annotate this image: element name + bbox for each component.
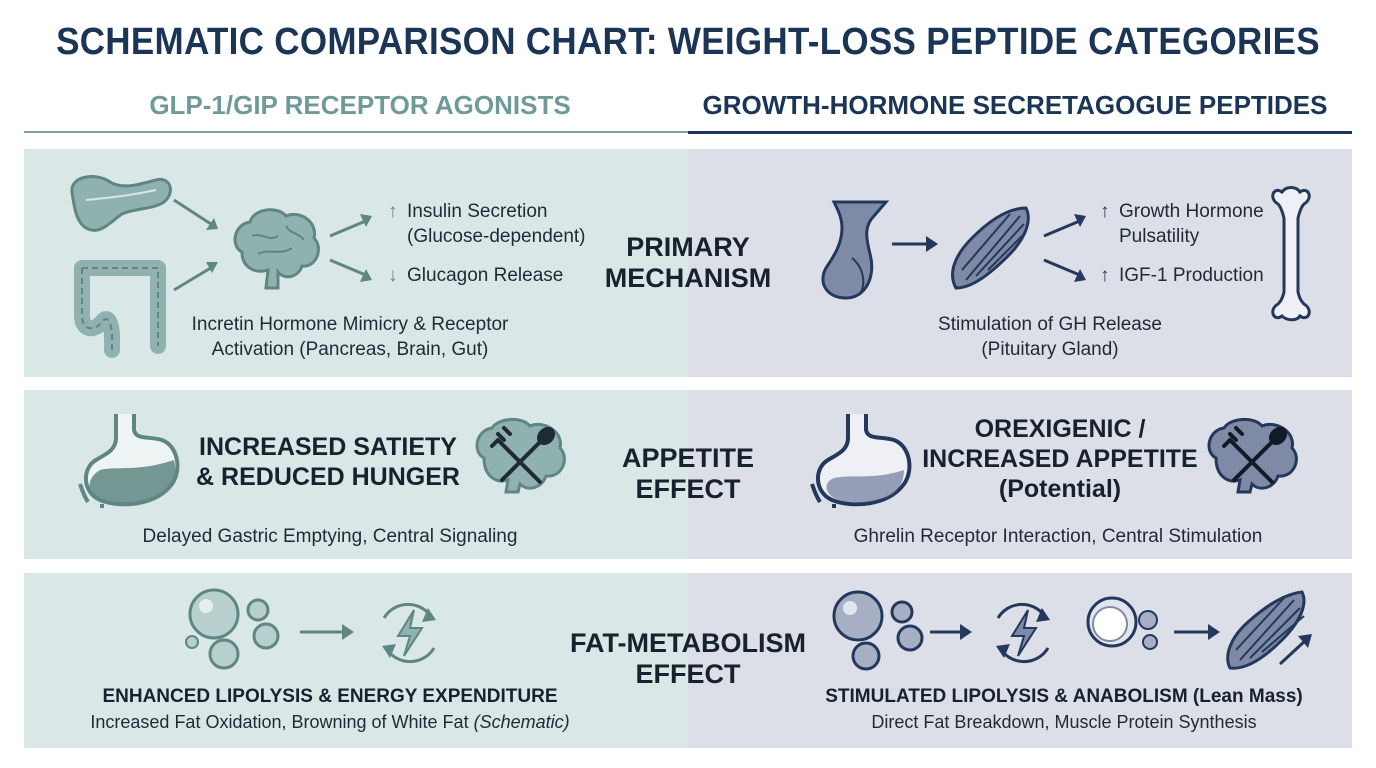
fat-heading-left: ENHANCED LIPOLYSIS & ENERGY EXPENDITURE	[102, 686, 558, 707]
effect-igf1-production: IGF-1 Production	[1119, 265, 1264, 286]
caption-fat-right: Direct Fat Breakdown, Muscle Protein Syn…	[871, 712, 1257, 732]
stomach-icon	[810, 414, 912, 508]
column-header-gh: GROWTH-HORMONE SECRETAGOGUE PEPTIDES	[702, 90, 1328, 120]
up-arrow-icon: ↑	[1100, 201, 1110, 222]
fat-cells-icon	[185, 588, 280, 670]
arrow-fat-to-energy	[300, 624, 354, 640]
row-label-primary-mechanism: PRIMARY MECHANISM	[604, 232, 772, 293]
brain-icon	[233, 208, 320, 290]
pituitary-icon	[821, 200, 890, 300]
arrow-gut-to-brain	[173, 262, 218, 292]
effect-insulin-qualifier: (Glucose-dependent)	[407, 226, 586, 247]
effect-glucagon-release: Glucagon Release	[407, 265, 564, 286]
caption-mechanism-right: Stimulation of GH Release (Pituitary Gla…	[938, 314, 1162, 360]
energy-cycle-icon	[382, 602, 436, 664]
page-title: SCHEMATIC COMPARISON CHART: WEIGHT-LOSS …	[56, 20, 1320, 63]
panel-fat-left	[24, 573, 688, 748]
muscle-icon	[1226, 590, 1312, 670]
arrow-pancreas-to-brain	[173, 198, 218, 230]
fat-heading-right: STIMULATED LIPOLYSIS & ANABOLISM (Lean M…	[825, 686, 1303, 707]
column-divider-right	[688, 131, 1352, 134]
arrow-muscle-to-gh	[1043, 214, 1086, 238]
effect-insulin-secretion: Insulin Secretion	[407, 201, 548, 222]
column-divider-left	[24, 131, 688, 133]
pancreas-icon	[70, 175, 172, 232]
muscle-icon	[951, 206, 1030, 290]
arrow-fat-to-energy	[930, 624, 972, 640]
intestine-icon	[74, 260, 166, 358]
arrow-brain-to-insulin	[329, 214, 372, 238]
arrow-muscle-to-igf1	[1043, 258, 1086, 282]
up-arrow-icon: ↑	[1100, 265, 1110, 286]
arrow-fat-to-muscle	[1174, 624, 1220, 640]
appetite-heading-right: OREXIGENIC / INCREASED APPETITE (Potenti…	[922, 415, 1198, 503]
fat-cells-icon	[832, 590, 924, 671]
stomach-icon	[78, 414, 180, 508]
down-arrow-icon: ↓	[388, 265, 398, 286]
column-header-glp1: GLP-1/GIP RECEPTOR AGONISTS	[149, 90, 571, 120]
caption-appetite-left: Delayed Gastric Emptying, Central Signal…	[142, 526, 518, 547]
caption-fat-left: Increased Fat Oxidation, Browning of Whi…	[90, 712, 570, 732]
row-label-appetite-effect: APPETITE EFFECT	[621, 443, 755, 504]
brain-fork-spoon-icon	[475, 418, 566, 494]
panel-mechanism-right	[688, 149, 1352, 377]
row-label-fat-metabolism-effect: FAT-METABOLISM EFFECT	[570, 628, 806, 689]
fat-cell-icon	[1086, 596, 1158, 650]
effect-pulsatility: Pulsatility	[1119, 226, 1200, 247]
brain-fork-spoon-icon	[1207, 418, 1298, 494]
arrow-brain-to-glucagon	[329, 258, 372, 282]
arrow-pituitary-to-muscle	[892, 236, 938, 252]
caption-appetite-right: Ghrelin Receptor Interaction, Central St…	[853, 526, 1263, 547]
effect-growth-hormone: Growth Hormone	[1119, 201, 1264, 222]
energy-cycle-icon	[996, 602, 1050, 664]
bone-icon	[1271, 186, 1311, 322]
appetite-heading-left: INCREASED SATIETY & REDUCED HUNGER	[196, 433, 460, 491]
up-arrow-icon: ↑	[388, 201, 398, 222]
caption-mechanism-left: Incretin Hormone Mimicry & Receptor Acti…	[191, 314, 509, 360]
